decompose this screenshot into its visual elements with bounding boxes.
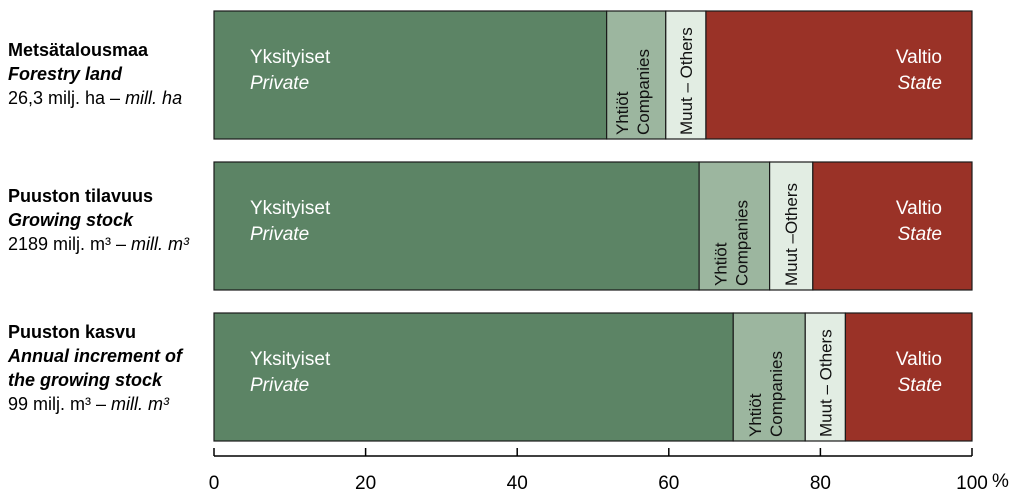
- row-total-unit: mill. ha: [125, 88, 183, 108]
- segment-label-fi: Yhtiöt: [711, 242, 730, 286]
- x-tick-label: 20: [355, 473, 376, 494]
- segment-label-en: State: [898, 224, 942, 245]
- segment-label-en: Companies: [767, 351, 786, 437]
- segment-label-fi: Valtio: [896, 47, 942, 68]
- segment-label-others: Muut – Others: [816, 329, 835, 437]
- bar-segment-state: [705, 10, 973, 140]
- row-total: 99 milj. m³ –: [8, 394, 112, 414]
- row-label-growing-stock: Puuston tilavuus Growing stock 2189 milj…: [8, 184, 189, 256]
- segment-label-en: Private: [250, 224, 309, 245]
- segment-label-fi: Yksityiset: [250, 349, 331, 370]
- segment-label-fi: Yksityiset: [250, 198, 331, 219]
- row-label-fi: Puuston tilavuus: [8, 186, 154, 206]
- x-axis-unit: %: [992, 471, 1009, 492]
- x-tick-label: 80: [810, 473, 831, 494]
- bar-segment-companies: [732, 312, 806, 442]
- segment-label-en: Companies: [634, 49, 653, 135]
- row-total: 26,3 milj. ha –: [8, 88, 126, 108]
- bar-segment-others: [665, 10, 707, 140]
- row-label-annual-increment: Puuston kasvu Annual increment of the gr…: [8, 320, 182, 416]
- bar-segment-state: [844, 312, 973, 442]
- segment-label-fi: Yhtiöt: [746, 393, 765, 437]
- row-total-unit: mill. m³: [131, 234, 190, 254]
- bar-segment-private: [213, 161, 700, 291]
- x-tick-label: 100: [956, 473, 988, 494]
- row-label-fi: Puuston kasvu: [8, 322, 137, 342]
- segment-label-others: Muut –Others: [782, 183, 801, 286]
- row-label-en-2: the growing stock: [8, 370, 163, 390]
- row-total-unit: mill. m³: [111, 394, 170, 414]
- segment-label-others: Muut – Others: [677, 27, 696, 135]
- x-tick-label: 60: [658, 473, 679, 494]
- row-label-fi: Metsätalousmaa: [8, 40, 149, 60]
- segment-label-en: Private: [250, 375, 309, 396]
- row-label-en: Growing stock: [8, 210, 134, 230]
- segment-label-en: Companies: [732, 200, 751, 286]
- bar-segment-private: [213, 312, 734, 442]
- bar-segment-others: [769, 161, 814, 291]
- bar-segment-private: [213, 10, 608, 140]
- row-label-en: Forestry land: [8, 64, 123, 84]
- segment-label-fi: Valtio: [896, 198, 942, 219]
- segment-label-en: State: [898, 73, 942, 94]
- row-label-en: Annual increment of: [8, 346, 183, 366]
- row-label-forestry-land: Metsätalousmaa Forestry land 26,3 milj. …: [8, 38, 182, 110]
- segment-label-en: State: [898, 375, 942, 396]
- segment-label-en: Private: [250, 73, 309, 94]
- segment-label-fi: Yhtiöt: [613, 91, 632, 135]
- bar-segment-companies: [698, 161, 771, 291]
- segment-label-fi: Valtio: [896, 349, 942, 370]
- x-tick-label: 0: [209, 473, 220, 494]
- x-tick-label: 40: [507, 473, 528, 494]
- bar-segment-state: [812, 161, 973, 291]
- segment-label-fi: Yksityiset: [250, 47, 331, 68]
- row-total: 2189 milj. m³ –: [8, 234, 132, 254]
